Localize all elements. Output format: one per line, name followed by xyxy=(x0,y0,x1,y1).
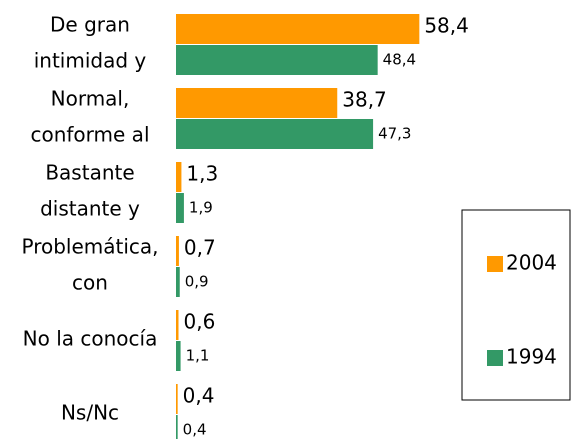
data-label: 0,7 xyxy=(184,236,216,260)
category-label: De gran xyxy=(50,13,130,37)
bar xyxy=(176,193,184,223)
legend-swatch xyxy=(487,350,503,366)
data-label: 48,4 xyxy=(383,51,416,69)
data-label: 0,6 xyxy=(184,310,216,334)
legend-label: 1994 xyxy=(506,345,557,369)
data-label: 1,9 xyxy=(189,199,213,217)
bar xyxy=(176,119,374,149)
data-label: 0,4 xyxy=(183,421,207,439)
bar xyxy=(176,415,178,439)
bar xyxy=(176,45,378,75)
category-label: intimidad y xyxy=(34,49,147,73)
category-label: No la conocía xyxy=(23,327,158,351)
data-label: 38,7 xyxy=(342,88,387,112)
data-label: 1,1 xyxy=(186,347,210,365)
data-label: 47,3 xyxy=(378,125,411,143)
category-label: conforme al xyxy=(30,123,149,147)
bar xyxy=(176,310,179,340)
category-label: Normal, xyxy=(51,87,130,111)
category-label: Problemática, xyxy=(21,235,158,259)
category-label: con xyxy=(72,271,108,295)
bar xyxy=(176,384,178,414)
category-label: distante y xyxy=(40,197,140,221)
bar xyxy=(176,341,181,371)
data-label: 0,4 xyxy=(183,384,215,408)
data-label: 0,9 xyxy=(185,273,209,291)
data-label: 1,3 xyxy=(186,162,218,186)
category-label: Bastante xyxy=(45,161,134,185)
legend-box xyxy=(461,209,571,401)
data-label: 58,4 xyxy=(424,14,469,38)
bar xyxy=(176,267,180,297)
bar xyxy=(176,14,420,44)
legend-swatch xyxy=(487,256,503,272)
category-label: Ns/Nc xyxy=(61,401,119,425)
bar xyxy=(176,236,179,266)
bar xyxy=(176,162,182,192)
legend-label: 2004 xyxy=(506,251,557,275)
bar xyxy=(176,88,338,118)
